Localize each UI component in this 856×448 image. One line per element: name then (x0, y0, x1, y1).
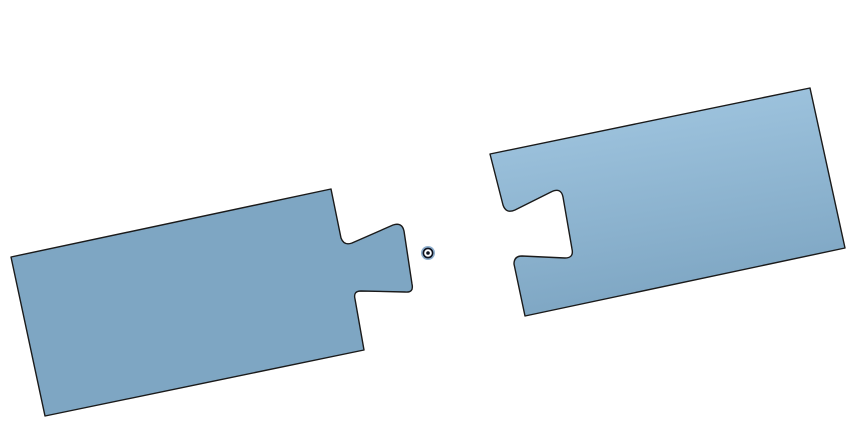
origin-target-icon[interactable] (421, 246, 435, 260)
right-block-part[interactable] (489, 87, 846, 317)
left-block-part[interactable] (10, 188, 414, 417)
